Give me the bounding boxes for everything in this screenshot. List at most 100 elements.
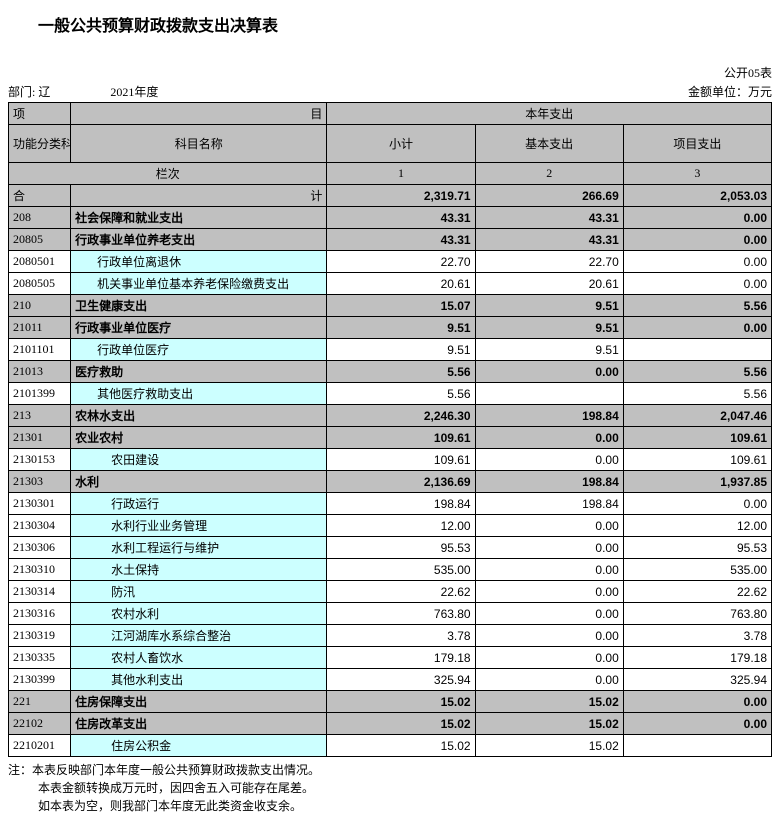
row-code: 21301 [9, 427, 71, 449]
table-row: 2130316农村水利763.800.00763.80 [9, 603, 772, 625]
row-name: 住房改革支出 [71, 713, 327, 735]
row-code: 2130153 [9, 449, 71, 471]
form-number: 公开05表 [8, 64, 772, 81]
row-value: 22.62 [623, 581, 771, 603]
total-v3: 2,053.03 [623, 185, 771, 207]
row-value: 0.00 [623, 493, 771, 515]
row-name: 住房保障支出 [71, 691, 327, 713]
row-value: 5.56 [623, 361, 771, 383]
row-value: 0.00 [623, 229, 771, 251]
row-value: 535.00 [623, 559, 771, 581]
table-row: 2130335农村人畜饮水179.180.00179.18 [9, 647, 772, 669]
row-value: 15.02 [327, 691, 475, 713]
row-code: 2101101 [9, 339, 71, 361]
table-row: 2101399其他医疗救助支出5.565.56 [9, 383, 772, 405]
row-value: 95.53 [327, 537, 475, 559]
row-value: 9.51 [475, 295, 623, 317]
row-value: 763.80 [327, 603, 475, 625]
year-label: 2021年度 [110, 85, 158, 99]
row-value: 179.18 [623, 647, 771, 669]
row-name: 医疗救助 [71, 361, 327, 383]
meta-row: 部门: 辽 2021年度 金额单位：万元 [8, 83, 772, 100]
row-value: 15.02 [327, 713, 475, 735]
row-value: 325.94 [327, 669, 475, 691]
row-code: 2130310 [9, 559, 71, 581]
table-row: 20805行政事业单位养老支出43.3143.310.00 [9, 229, 772, 251]
table-row: 210卫生健康支出15.079.515.56 [9, 295, 772, 317]
row-name: 农村人畜饮水 [71, 647, 327, 669]
row-value: 3.78 [327, 625, 475, 647]
row-value: 20.61 [327, 273, 475, 295]
row-value: 15.02 [475, 735, 623, 757]
row-value: 109.61 [327, 427, 475, 449]
notes: 注：本表反映部门本年度一般公共预算财政拨款支出情况。 本表金额转换成万元时，因四… [8, 761, 772, 815]
row-value: 0.00 [623, 317, 771, 339]
dept-label: 部门: 辽 [8, 85, 50, 99]
lanci-row: 栏次 1 2 3 [9, 163, 772, 185]
lanci-label: 栏次 [9, 163, 327, 185]
row-value: 43.31 [475, 207, 623, 229]
row-code: 213 [9, 405, 71, 427]
table-row: 2210201住房公积金15.0215.02 [9, 735, 772, 757]
hdr-func-code: 功能分类科目编码 [9, 125, 71, 163]
row-name: 社会保障和就业支出 [71, 207, 327, 229]
row-value: 5.56 [327, 383, 475, 405]
row-code: 2130314 [9, 581, 71, 603]
row-value: 0.00 [623, 273, 771, 295]
unit-label: 金额单位：万元 [688, 83, 772, 100]
row-name: 住房公积金 [71, 735, 327, 757]
row-value: 43.31 [475, 229, 623, 251]
row-name: 其他医疗救助支出 [71, 383, 327, 405]
row-code: 2130306 [9, 537, 71, 559]
row-value: 535.00 [327, 559, 475, 581]
row-value: 2,047.46 [623, 405, 771, 427]
row-name: 行政单位离退休 [71, 251, 327, 273]
table-row: 2130314防汛22.620.0022.62 [9, 581, 772, 603]
row-value: 2,136.69 [327, 471, 475, 493]
row-value: 43.31 [327, 207, 475, 229]
table-row: 22102住房改革支出15.0215.020.00 [9, 713, 772, 735]
table-row: 21301农业农村109.610.00109.61 [9, 427, 772, 449]
row-name: 水利行业业务管理 [71, 515, 327, 537]
row-value: 763.80 [623, 603, 771, 625]
lanci-1: 1 [327, 163, 475, 185]
row-value: 0.00 [475, 361, 623, 383]
table-row: 21303水利2,136.69198.841,937.85 [9, 471, 772, 493]
row-value: 109.61 [623, 427, 771, 449]
row-code: 21013 [9, 361, 71, 383]
row-name: 农田建设 [71, 449, 327, 471]
row-code: 208 [9, 207, 71, 229]
row-value: 15.07 [327, 295, 475, 317]
table-row: 2080505机关事业单位基本养老保险缴费支出20.6120.610.00 [9, 273, 772, 295]
note-line: 本表金额转换成万元时，因四舍五入可能存在尾差。 [8, 779, 772, 797]
row-value: 43.31 [327, 229, 475, 251]
row-code: 21303 [9, 471, 71, 493]
table-row: 21011行政事业单位医疗9.519.510.00 [9, 317, 772, 339]
row-value: 95.53 [623, 537, 771, 559]
row-code: 2101399 [9, 383, 71, 405]
row-value: 0.00 [475, 647, 623, 669]
row-value: 9.51 [475, 339, 623, 361]
total-v2: 266.69 [475, 185, 623, 207]
row-code: 2130316 [9, 603, 71, 625]
hdr-proj: 项目支出 [623, 125, 771, 163]
row-value: 22.62 [327, 581, 475, 603]
total-v1: 2,319.71 [327, 185, 475, 207]
row-value: 0.00 [623, 251, 771, 273]
row-value: 22.70 [475, 251, 623, 273]
row-value: 22.70 [327, 251, 475, 273]
row-name: 机关事业单位基本养老保险缴费支出 [71, 273, 327, 295]
row-value: 20.61 [475, 273, 623, 295]
table-row: 2130399其他水利支出325.940.00325.94 [9, 669, 772, 691]
row-value: 0.00 [475, 581, 623, 603]
row-value: 179.18 [327, 647, 475, 669]
row-value: 198.84 [327, 493, 475, 515]
row-value: 0.00 [475, 515, 623, 537]
row-code: 2130399 [9, 669, 71, 691]
table-row: 2130310水土保持535.000.00535.00 [9, 559, 772, 581]
row-value: 0.00 [475, 449, 623, 471]
hdr-current-year: 本年支出 [327, 103, 772, 125]
row-value: 15.02 [327, 735, 475, 757]
row-value: 15.02 [475, 691, 623, 713]
row-name: 行政单位医疗 [71, 339, 327, 361]
